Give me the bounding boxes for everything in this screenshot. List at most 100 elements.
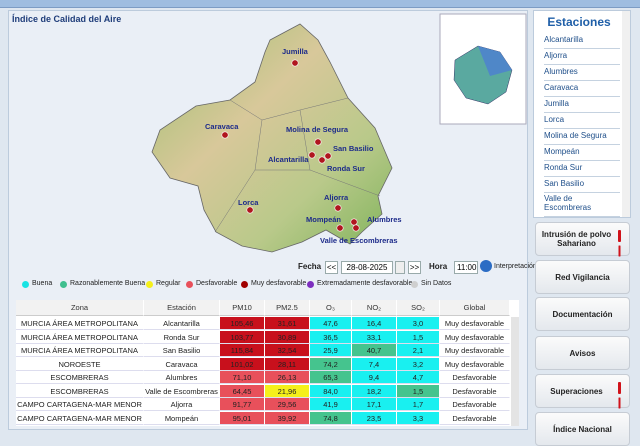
station-dot — [324, 152, 332, 160]
table-cell: Desfavorable — [440, 398, 510, 411]
table-cell: 17,1 — [352, 398, 397, 411]
table-cell: 26,13 — [265, 371, 310, 384]
table-cell: 65,3 — [310, 371, 352, 384]
legend-swatch — [241, 281, 248, 288]
column-header: SO₂ — [397, 300, 440, 316]
table-cell: CAMPO CARTAGENA-MAR MENOR — [16, 398, 144, 411]
table-cell: 32,54 — [265, 344, 310, 357]
table-cell: 9,4 — [352, 371, 397, 384]
table-cell: 1,7 — [397, 398, 440, 411]
table-cell: 40,7 — [352, 344, 397, 357]
table-cell: 71,10 — [220, 371, 265, 384]
legend-swatch — [307, 281, 314, 288]
station-label: Molina de Segura — [286, 125, 349, 134]
calendar-button[interactable] — [395, 261, 405, 274]
menu-button[interactable]: Intrusión de polvo Sahariano — [535, 222, 630, 256]
table-cell: 74,2 — [310, 357, 352, 371]
table-cell: MURCIA ÁREA METROPOLITANA — [16, 330, 144, 344]
station-link[interactable]: Aljorra — [544, 48, 620, 65]
table-cell: 95,01 — [220, 411, 265, 425]
menu-button[interactable]: Avisos — [535, 336, 630, 370]
table-cell: 1,5 — [397, 384, 440, 398]
data-table: Zona Estación PM10 PM2.5 O₃ NO₂ SO₂ Global MURCI… — [16, 300, 519, 426]
table-cell: 74,8 — [310, 411, 352, 425]
station-link[interactable]: San Basilio — [544, 176, 620, 193]
help-icon[interactable] — [480, 260, 492, 272]
table-cell: Ronda Sur — [144, 330, 220, 344]
station-link[interactable]: Valle de Escombreras — [544, 192, 620, 217]
hour-label: Hora — [429, 262, 448, 271]
station-dot — [336, 224, 344, 232]
menu-button[interactable]: Superaciones — [535, 374, 630, 408]
station-link[interactable]: Ronda Sur — [544, 160, 620, 177]
station-label: Caravaca — [205, 122, 239, 131]
menu-button[interactable]: Red Vigilancia — [535, 260, 630, 294]
table-scrollbar[interactable] — [511, 317, 519, 426]
menu-button[interactable]: Documentación — [535, 297, 630, 331]
alert-icon — [618, 230, 621, 242]
station-label: Valle de Escombreras — [320, 236, 398, 245]
station-dot — [318, 156, 326, 164]
station-dot — [334, 204, 342, 212]
table-cell: Aljorra — [144, 398, 220, 411]
table-cell: ESCOMBRERAS — [16, 384, 144, 398]
table-cell: MURCIA ÁREA METROPOLITANA — [16, 344, 144, 357]
hour-select[interactable]: 11:00 — [454, 261, 478, 274]
prev-button[interactable]: << — [325, 261, 338, 274]
legend-label: Muy desfavorable — [251, 280, 307, 287]
station-link[interactable]: Caravaca — [544, 80, 620, 97]
date-input[interactable]: 28-08-2025 — [341, 261, 393, 274]
table-cell: 33,1 — [352, 330, 397, 344]
table-cell: 3,0 — [397, 317, 440, 330]
top-bar — [0, 0, 640, 8]
station-link[interactable]: Lorca — [544, 112, 620, 129]
station-label: San Basilio — [333, 144, 374, 153]
station-label: Aljorra — [324, 193, 349, 202]
table-cell: 2,1 — [397, 344, 440, 357]
station-link[interactable]: Jumilla — [544, 96, 620, 113]
next-button[interactable]: >> — [408, 261, 421, 274]
table-cell: Alcantarilla — [144, 317, 220, 330]
legend-swatch — [146, 281, 153, 288]
district-borders — [214, 97, 381, 233]
station-label: Alumbres — [367, 215, 402, 224]
table-cell: 36,5 — [310, 330, 352, 344]
legend-label: Desfavorable — [196, 280, 238, 287]
station-dot — [291, 59, 299, 67]
station-link[interactable]: Mompeán — [544, 144, 620, 161]
station-link[interactable]: Alcantarilla — [544, 32, 620, 49]
alert-icon — [618, 382, 621, 394]
table-cell: Mompeán — [144, 411, 220, 425]
table-cell: 25,9 — [310, 344, 352, 357]
stations-title: Estaciones — [547, 15, 611, 29]
table-cell: San Basilio — [144, 344, 220, 357]
station-label: Jumilla — [282, 47, 309, 56]
legend-swatch — [60, 281, 67, 288]
table-cell: 3,2 — [397, 357, 440, 371]
legend-label: Buena — [32, 280, 53, 287]
table-cell: 115,84 — [220, 344, 265, 357]
station-dot — [221, 131, 229, 139]
table-cell: 84,0 — [310, 384, 352, 398]
table-cell: Caravaca — [144, 357, 220, 371]
menu-button[interactable]: Índice Nacional — [535, 412, 630, 446]
help-link[interactable]: Interpretación — [494, 263, 537, 270]
table-cell: NOROESTE — [16, 357, 144, 371]
station-label: Alcantarilla — [268, 155, 309, 164]
station-link[interactable]: Alumbres — [544, 64, 620, 81]
table-cell: 23,5 — [352, 411, 397, 425]
table-cell: Desfavorable — [440, 384, 510, 398]
table-cell: Muy desfavorable — [440, 344, 510, 357]
table-cell: Muy desfavorable — [440, 357, 510, 371]
station-label: Ronda Sur — [327, 164, 365, 173]
scrollbar[interactable] — [622, 11, 630, 217]
table-cell: 39,92 — [265, 411, 310, 425]
table-cell: 41,9 — [310, 398, 352, 411]
table-cell: 64,45 — [220, 384, 265, 398]
table-cell: 18,2 — [352, 384, 397, 398]
legend-label: Razonablemente Buena — [70, 280, 146, 287]
table-cell: 101,02 — [220, 357, 265, 371]
station-link[interactable]: Molina de Segura — [544, 128, 620, 145]
